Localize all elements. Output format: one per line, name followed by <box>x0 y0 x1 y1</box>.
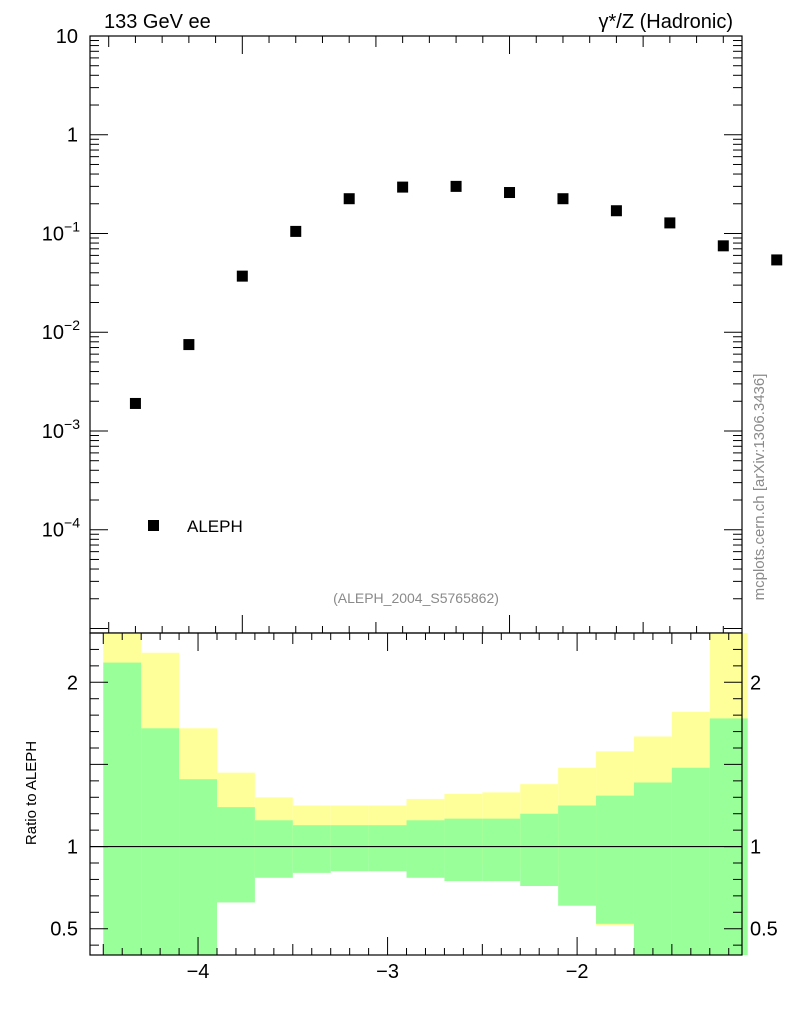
data-point-0 <box>129 397 141 409</box>
inner-band-bin-7 <box>368 825 407 872</box>
ratio-xtick-label-1: −3 <box>376 961 399 983</box>
inner-band-bin-10 <box>482 818 521 882</box>
inner-band-bin-11 <box>520 813 559 886</box>
main-ytick-label-4: 10−3 <box>42 416 80 443</box>
main-panel: 10 1 10−1 10−2 10−3 10−4 ALEPH <box>42 26 783 634</box>
ratio-ytick-label-1: 1 <box>67 837 78 859</box>
analysis-tag: (ALEPH_2004_S5765862) <box>333 590 499 606</box>
header-right: γ*/Z (Hadronic) <box>599 11 733 33</box>
ratio-ytick-label-2: 0.5 <box>50 919 78 941</box>
legend-marker <box>148 520 159 531</box>
legend-label: ALEPH <box>187 517 243 536</box>
inner-band-bin-12 <box>558 805 597 906</box>
ratio-xtick-label-2: −2 <box>566 961 589 983</box>
inner-band-bin-6 <box>330 825 369 872</box>
data-point-2 <box>236 270 248 282</box>
data-point-3 <box>290 225 302 237</box>
data-point-10 <box>664 217 676 229</box>
ratio-frame <box>89 632 743 956</box>
inner-band-bin-0 <box>103 662 142 955</box>
inner-band-bin-14 <box>633 782 672 955</box>
data-point-9 <box>610 205 622 217</box>
inner-band-bin-8 <box>406 820 445 878</box>
main-ytick-label-0: 10 <box>56 26 78 48</box>
data-point-11 <box>717 240 729 252</box>
inner-band-bin-4 <box>254 820 293 878</box>
main-ytick-label-5: 10−4 <box>42 515 80 542</box>
data-point-8 <box>557 193 569 205</box>
main-ytick-label-3: 10−2 <box>42 317 80 344</box>
inner-band-bin-3 <box>216 807 255 903</box>
data-point-7 <box>504 187 516 199</box>
inner-band-bin-2 <box>179 779 217 955</box>
ratio-ytick-label-right-2: 0.5 <box>750 919 778 941</box>
data-point-6 <box>450 180 462 192</box>
ratio-xtick-label-0: −4 <box>187 961 210 983</box>
main-ytick-label-2: 10−1 <box>42 218 80 245</box>
inner-band-bin-13 <box>596 795 634 924</box>
side-label: mcplots.cern.ch [arXiv:1306.3436] <box>751 374 768 601</box>
main-ytick-label-1: 1 <box>67 125 78 147</box>
ratio-panel: −4 −3 −2 2 2 1 1 0.5 0.5 <box>50 632 778 983</box>
ratio-ylabel: Ratio to ALEPH <box>23 741 40 845</box>
ratio-ytick-label-right-0: 2 <box>750 672 761 694</box>
data-point-5 <box>397 181 409 193</box>
inner-band-bin-16 <box>709 718 748 955</box>
inner-band-bin-5 <box>292 825 331 873</box>
header-left: 133 GeV ee <box>104 11 211 33</box>
ratio-ytick-label-right-1: 1 <box>750 837 761 859</box>
inner-band-bin-15 <box>671 767 710 955</box>
ratio-ytick-label-0: 2 <box>67 672 78 694</box>
inner-band-bin-1 <box>141 728 180 955</box>
data-point-4 <box>343 193 355 205</box>
data-point-12 <box>771 254 783 266</box>
data-point-1 <box>183 339 195 351</box>
inner-band-bin-9 <box>444 818 483 882</box>
main-frame <box>89 35 743 634</box>
